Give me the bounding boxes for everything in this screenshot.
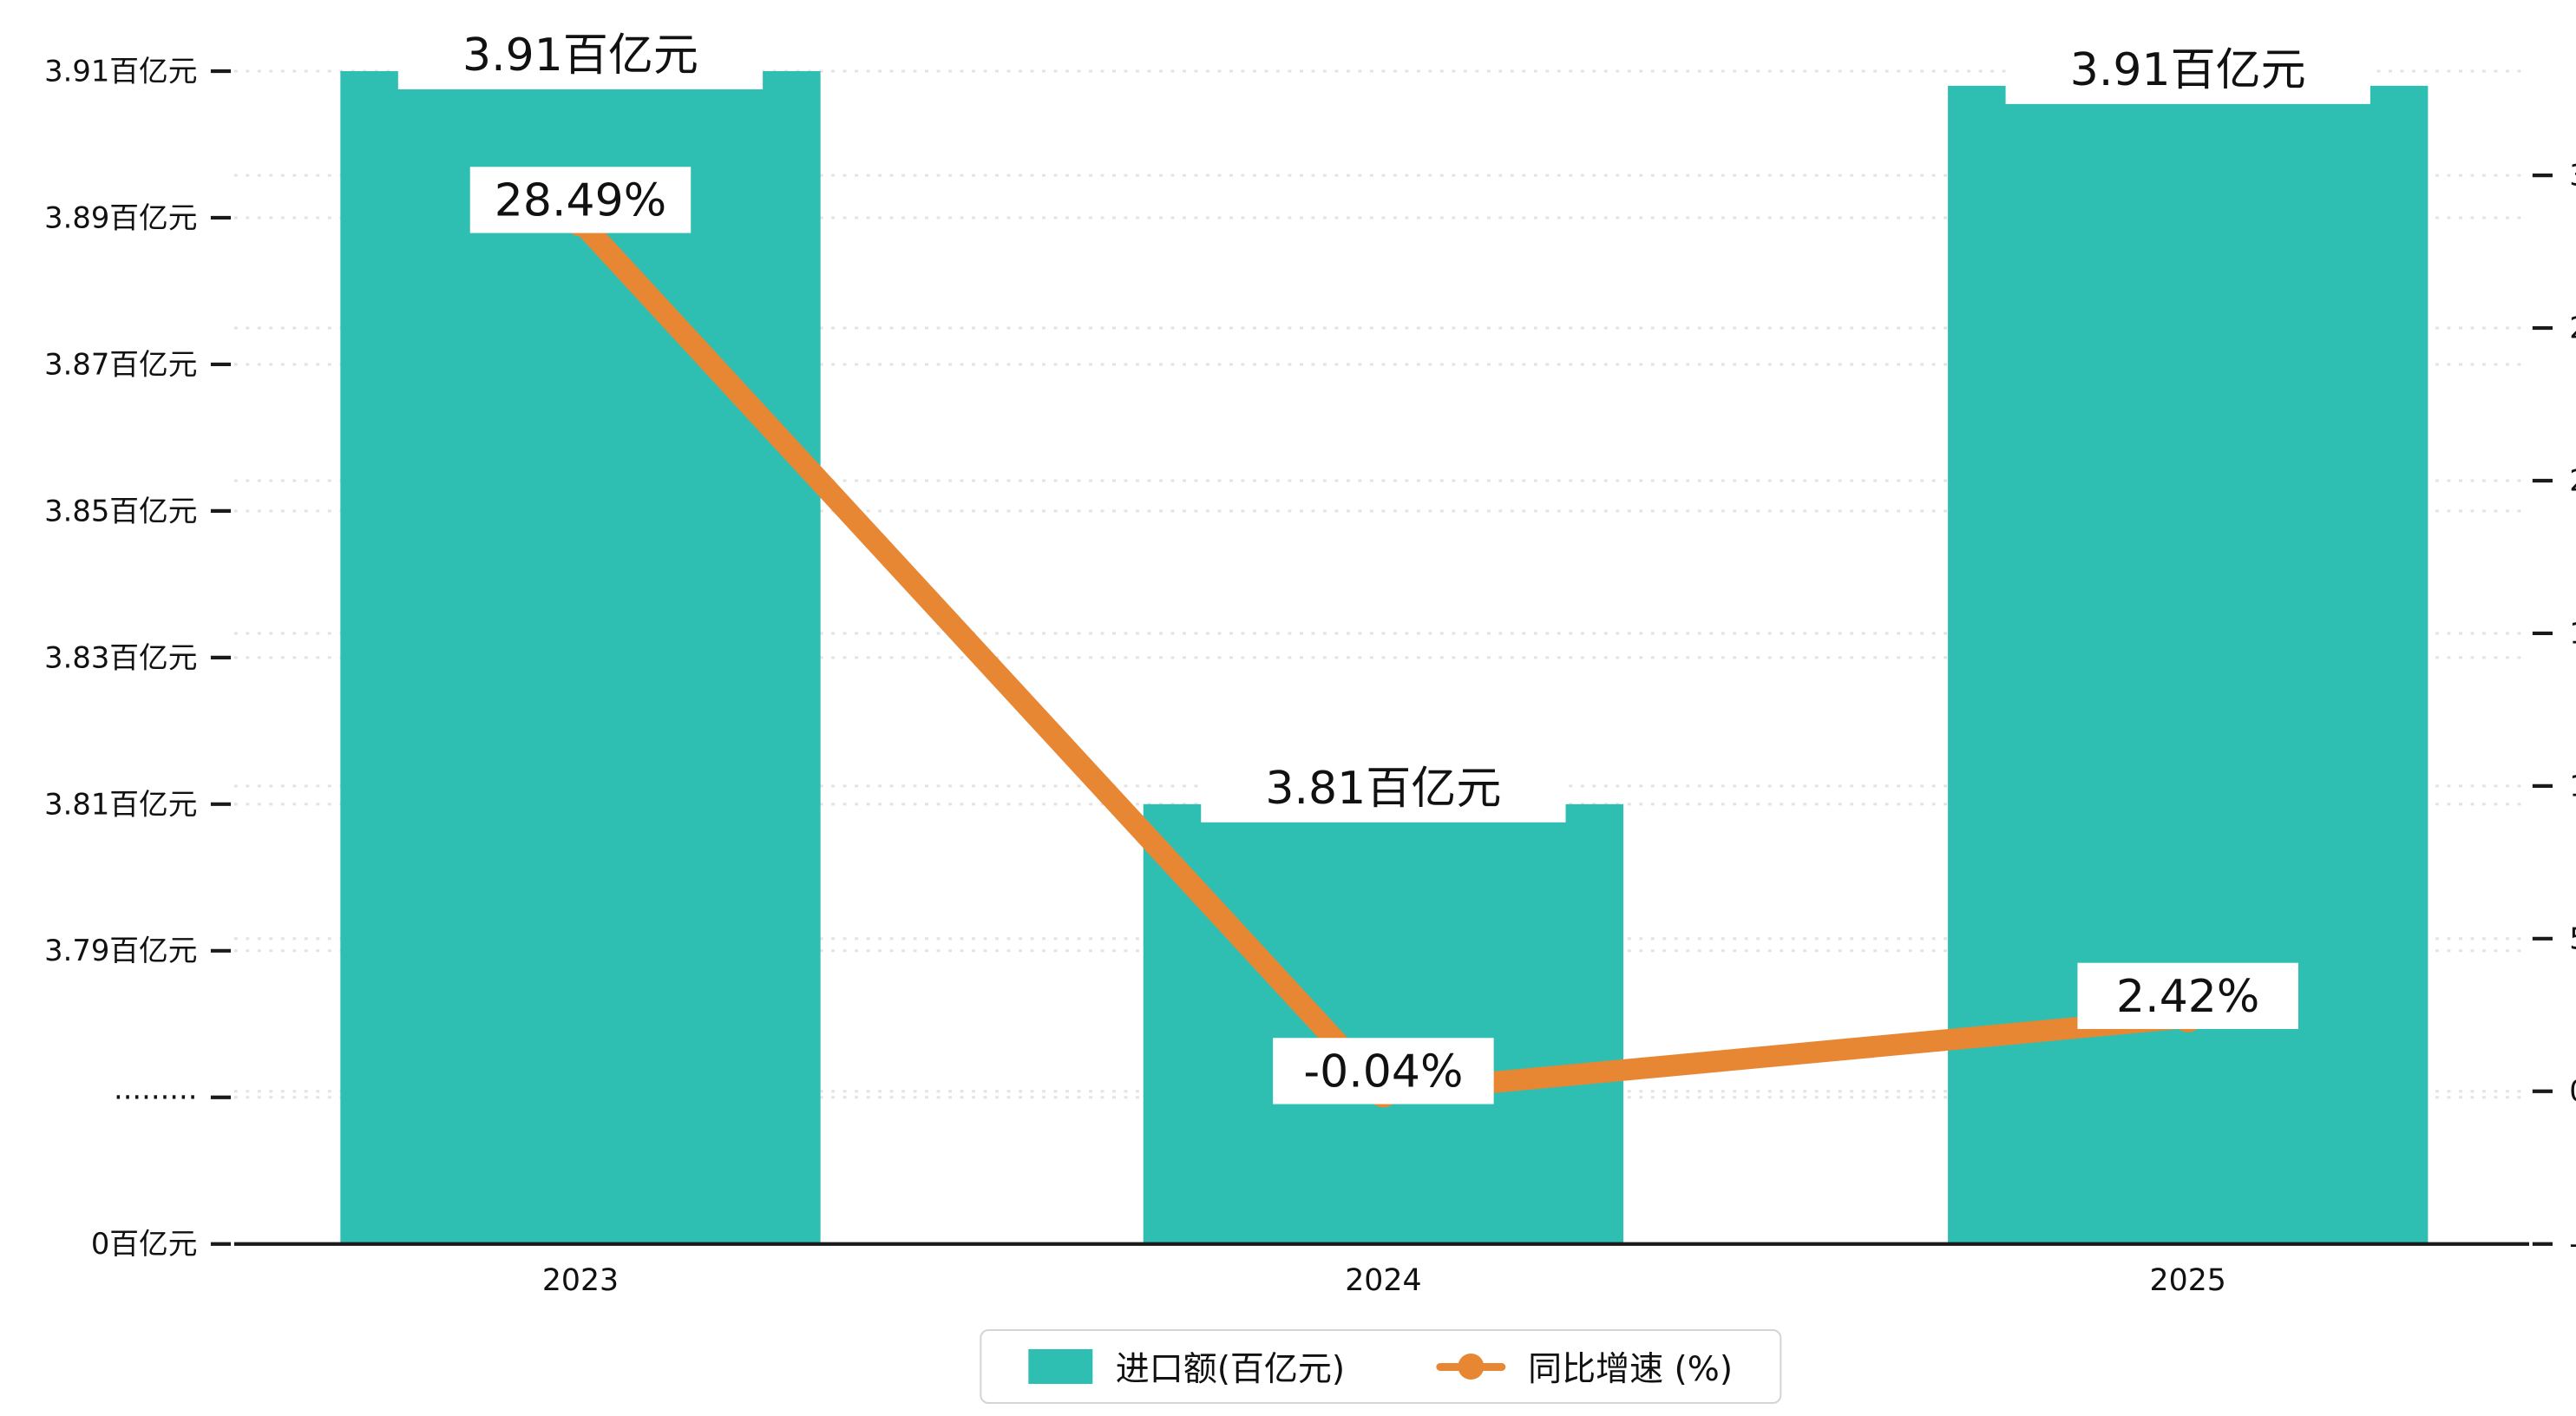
bar-value-label-2023-box — [397, 19, 764, 89]
growth-value-label-2023: 28.49% — [495, 175, 666, 227]
right-axis-tick-label: 5 — [2569, 921, 2576, 955]
right-axis-tick-label: 0 — [2569, 1074, 2576, 1108]
bar-value-label-2025: 3.91百亿元 — [2070, 44, 2306, 96]
bar-2024 — [1143, 803, 1624, 1244]
bar-value-label-2025-box — [2005, 34, 2370, 104]
growth-value-label-2024-box — [1273, 1038, 1494, 1105]
x-axis-tick-label: 2023 — [542, 1263, 619, 1298]
left-axis-tick-label: 3.83百亿元 — [44, 640, 197, 674]
legend-label-imports: 进口额(百亿元) — [1115, 1350, 1346, 1390]
growth-value-label-2023-box — [469, 167, 692, 233]
x-axis-tick-label: 2024 — [1345, 1263, 1421, 1298]
axes — [210, 69, 2553, 1246]
axis-labels: 3.91百亿元 3.89百亿元 3.87百亿元 3.85百亿元 3.83百亿元 3.81百… — [44, 55, 2576, 1298]
bar-value-label-2024: 3.81百亿元 — [1265, 763, 1501, 815]
legend-label-growth: 同比增速 (%) — [1528, 1350, 1734, 1390]
right-axis-tick-label: 25 — [2569, 311, 2576, 345]
bar-value-label-2024-box — [1201, 752, 1566, 823]
bar-series — [340, 70, 2429, 1244]
line-swatch-dot-icon — [1458, 1354, 1485, 1380]
legend: 进口额(百亿元) 同比增速 (%) — [980, 1329, 1782, 1405]
left-axis-tick-label: ········· — [114, 1080, 198, 1114]
left-axis-tick-label: 3.87百亿元 — [44, 348, 197, 382]
growth-value-label-2025: 2.42% — [2116, 971, 2259, 1023]
line-swatch-icon — [1436, 1354, 1506, 1380]
legend-item-growth: 同比增速 (%) — [1436, 1342, 1733, 1391]
growth-value-label-2024: -0.04% — [1303, 1046, 1463, 1098]
bar-2025 — [1948, 85, 2429, 1244]
right-axis-tick-label: 20 — [2569, 464, 2576, 498]
left-axis-tick-label: 3.81百亿元 — [44, 787, 197, 821]
growth-value-label-2025-box — [2077, 962, 2298, 1029]
left-axis-tick-label: 3.91百亿元 — [44, 55, 197, 88]
x-axis-tick-label: 2025 — [2150, 1263, 2226, 1298]
right-axis-tick-label: 10 — [2569, 769, 2576, 803]
legend-item-imports: 进口额(百亿元) — [1028, 1342, 1346, 1391]
left-axis-tick-label: 3.85百亿元 — [44, 494, 197, 528]
right-axis-tick-label: -5 — [2569, 1227, 2576, 1261]
right-axis-tick-label: 30 — [2569, 159, 2576, 193]
left-axis-tick-label: 0百亿元 — [91, 1227, 198, 1261]
right-axis-tick-label: 15 — [2569, 617, 2576, 651]
bar-swatch-icon — [1028, 1349, 1093, 1385]
bar-value-label-2023: 3.91百亿元 — [462, 30, 698, 82]
left-axis-tick-label: 3.89百亿元 — [44, 201, 197, 235]
bar-2023 — [340, 70, 821, 1244]
left-axis-tick-label: 3.79百亿元 — [44, 934, 197, 967]
